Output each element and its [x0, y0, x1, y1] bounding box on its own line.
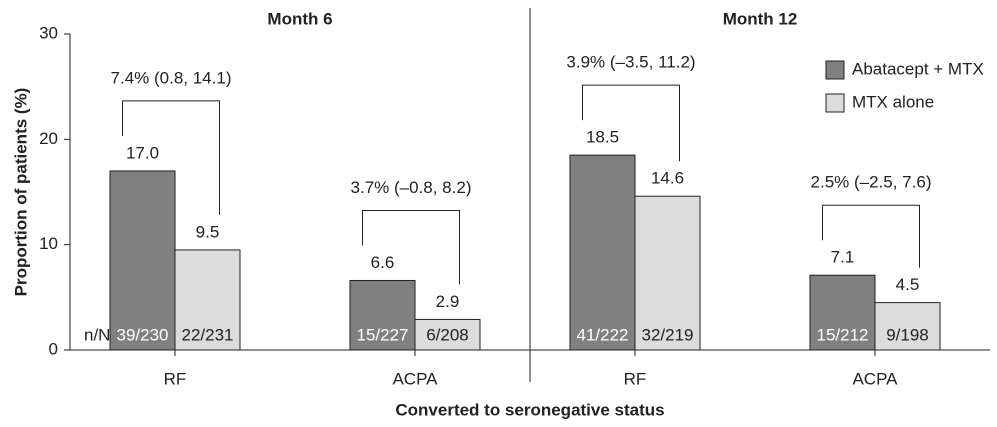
x-tick-label: ACPA — [392, 369, 438, 388]
x-tick-label: RF — [164, 369, 187, 388]
bar — [414, 318, 481, 351]
legend-swatch — [825, 93, 845, 113]
count-label: 22/231 — [182, 325, 234, 344]
annotation-bracket — [582, 84, 680, 162]
y-tick-label: 10 — [39, 234, 58, 253]
count-label: 39/230 — [117, 325, 169, 344]
bar — [174, 249, 241, 351]
bar — [109, 170, 176, 351]
annotation: 3.7% (–0.8, 8.2) — [351, 178, 472, 197]
legend-label: MTX alone — [852, 92, 934, 111]
legend-swatch — [825, 60, 845, 80]
annotation-bracket — [122, 100, 220, 215]
y-axis-label: Proportion of patients (%) — [11, 88, 30, 297]
annotation: 7.4% (0.8, 14.1) — [111, 68, 232, 87]
x-tick-label: RF — [624, 369, 647, 388]
x-axis-label: Converted to seronegative status — [395, 400, 664, 419]
annotation-bracket — [822, 204, 920, 268]
bar — [874, 302, 941, 351]
value-label: 18.5 — [586, 128, 619, 147]
count-label: 6/208 — [426, 325, 469, 344]
value-label: 7.1 — [831, 248, 855, 267]
count-label: 15/227 — [357, 325, 409, 344]
annotation-bracket — [362, 209, 460, 285]
count-header: n/N — [84, 325, 110, 344]
count-label: 41/222 — [577, 325, 629, 344]
annotation: 3.9% (–3.5, 11.2) — [566, 53, 695, 72]
bar — [569, 154, 636, 351]
y-tick-label: 0 — [49, 339, 58, 358]
count-label: 15/212 — [817, 325, 869, 344]
bar — [809, 274, 876, 351]
count-label: 32/219 — [642, 325, 694, 344]
legend-label: Abatacept + MTX — [852, 59, 984, 78]
x-tick-label: ACPA — [852, 369, 898, 388]
count-label: 9/198 — [886, 325, 929, 344]
value-label: 9.5 — [196, 222, 220, 241]
value-label: 4.5 — [896, 275, 920, 294]
value-label: 14.6 — [651, 169, 684, 188]
panel-title: Month 12 — [723, 9, 798, 28]
y-tick-label: 20 — [39, 129, 58, 148]
y-tick-label: 30 — [39, 23, 58, 42]
annotation: 2.5% (–2.5, 7.6) — [811, 173, 932, 192]
bar — [634, 195, 701, 351]
value-label: 6.6 — [371, 253, 395, 272]
bar — [349, 279, 416, 351]
panel-title: Month 6 — [267, 9, 332, 28]
value-label: 17.0 — [126, 143, 159, 162]
value-label: 2.9 — [436, 292, 460, 311]
